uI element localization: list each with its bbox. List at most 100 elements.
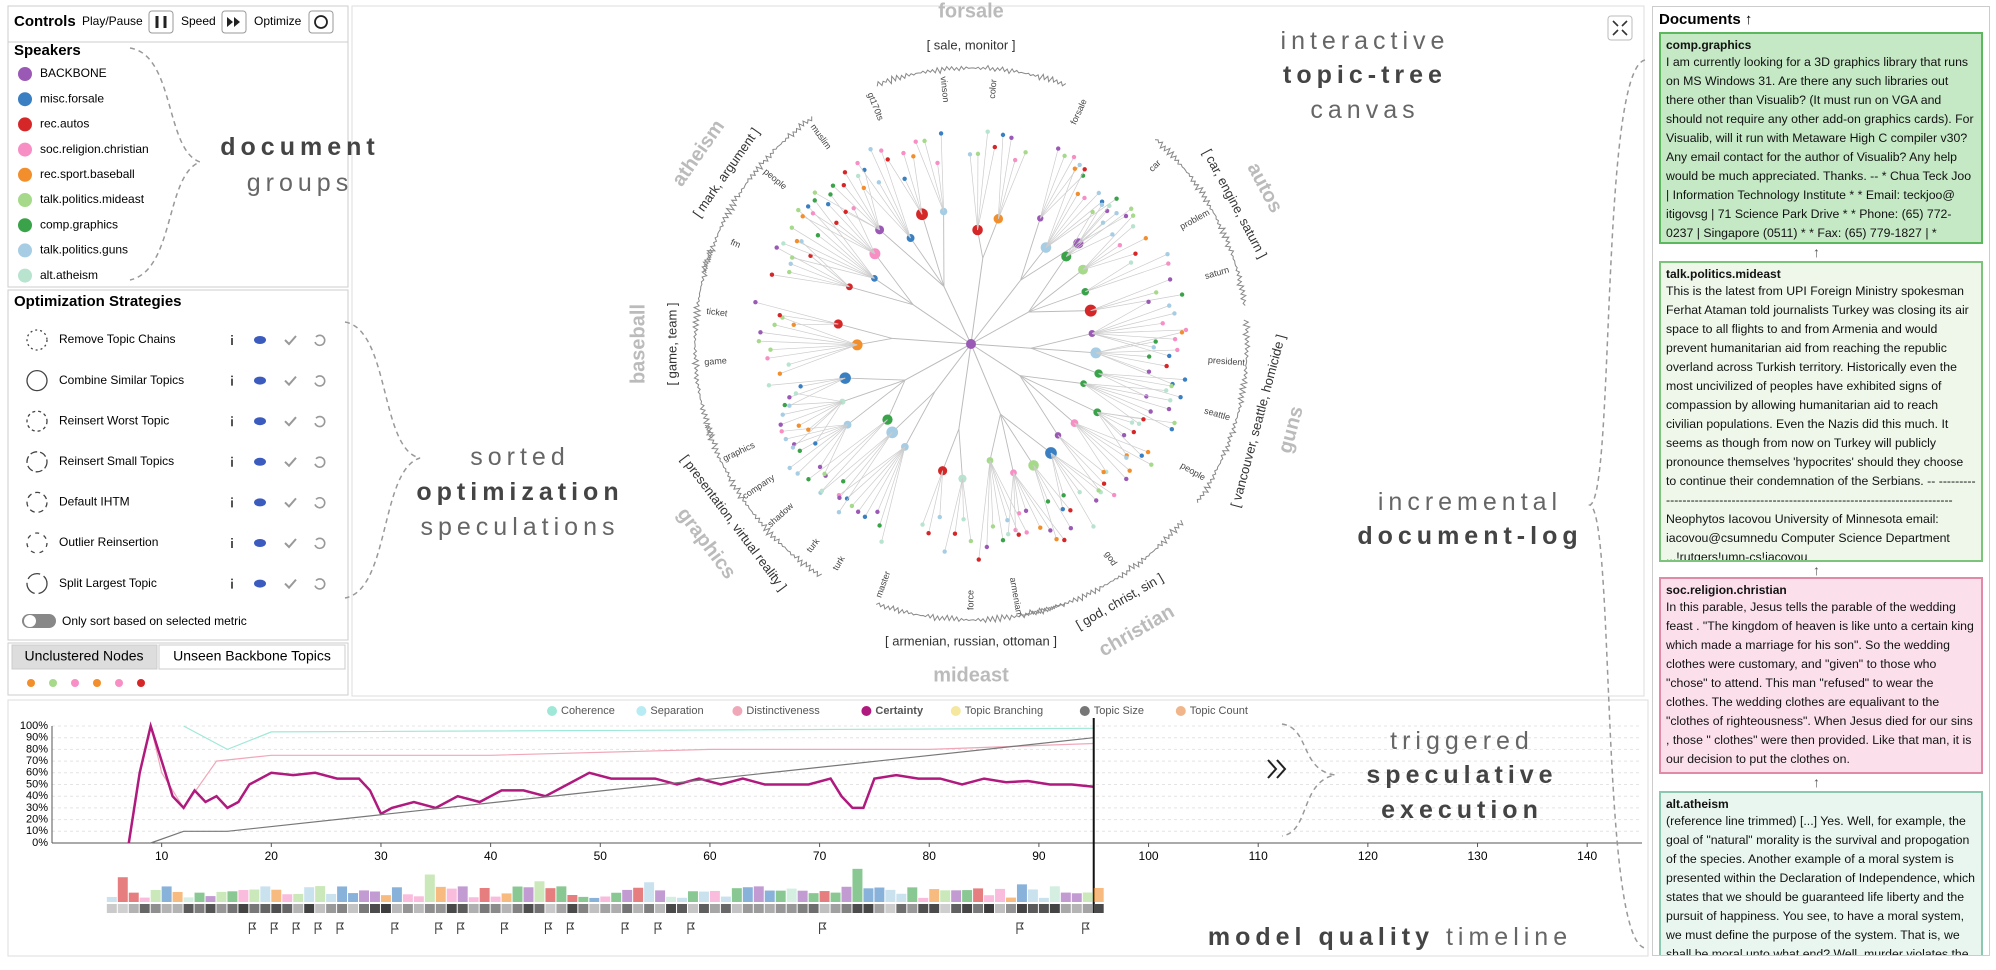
document-node[interactable] <box>1133 251 1138 256</box>
eye-icon[interactable] <box>254 417 266 426</box>
document-node[interactable] <box>810 211 816 216</box>
document-node[interactable] <box>968 538 974 544</box>
document-node[interactable] <box>1082 195 1087 201</box>
document-node[interactable] <box>938 131 944 136</box>
legend-swatch[interactable] <box>732 706 743 716</box>
document-node[interactable] <box>837 495 842 501</box>
document-node[interactable] <box>1005 518 1010 523</box>
topic-name[interactable]: mideast <box>933 664 1009 686</box>
document-node[interactable] <box>1172 420 1177 426</box>
document-node[interactable] <box>765 356 770 361</box>
document-node[interactable] <box>1101 481 1107 486</box>
document-node[interactable] <box>1016 532 1021 537</box>
document-node[interactable] <box>855 160 860 166</box>
document-node[interactable] <box>1182 377 1188 382</box>
document-node[interactable] <box>1148 409 1153 414</box>
document-node[interactable] <box>920 522 925 527</box>
document-node[interactable] <box>1005 531 1011 537</box>
document-node[interactable] <box>1090 209 1095 215</box>
legend-label[interactable]: Coherence <box>561 705 615 717</box>
document-node[interactable] <box>834 220 839 226</box>
legend-swatch[interactable] <box>636 706 647 716</box>
document-node[interactable] <box>828 192 833 197</box>
unclustered-node[interactable] <box>71 679 79 687</box>
check-icon[interactable] <box>284 497 297 508</box>
eye-icon[interactable] <box>254 579 266 588</box>
root-node[interactable] <box>966 339 976 349</box>
document-node[interactable] <box>1153 339 1158 344</box>
document-node[interactable] <box>788 261 793 266</box>
document-node[interactable] <box>819 488 825 494</box>
check-icon[interactable] <box>284 375 297 387</box>
document-node[interactable] <box>777 371 783 376</box>
document-node[interactable] <box>1101 469 1106 475</box>
speaker-swatch[interactable] <box>18 268 32 283</box>
document-node[interactable] <box>1096 190 1102 196</box>
topic-name[interactable]: forsale <box>938 0 1004 22</box>
document-node[interactable] <box>1024 530 1029 535</box>
document-node[interactable] <box>1143 236 1149 241</box>
topic-name[interactable]: baseball <box>627 304 649 384</box>
document-node[interactable] <box>1172 336 1178 342</box>
document-node[interactable] <box>1151 345 1156 350</box>
document-node[interactable] <box>902 176 907 181</box>
document-node[interactable] <box>1128 260 1134 265</box>
play-pause-button[interactable] <box>148 10 174 34</box>
document-node[interactable] <box>1146 299 1151 305</box>
document-card[interactable]: talk.politics.mideast This is the latest … <box>1659 261 1983 562</box>
legend-swatch[interactable] <box>861 706 872 716</box>
document-node[interactable] <box>862 167 867 173</box>
unclustered-node[interactable] <box>93 679 101 687</box>
document-node[interactable] <box>1172 311 1177 316</box>
undo-icon[interactable] <box>314 578 326 590</box>
document-node[interactable] <box>1048 528 1053 533</box>
document-node[interactable] <box>817 464 823 470</box>
document-node[interactable] <box>875 509 880 515</box>
document-node[interactable] <box>1164 363 1169 369</box>
document-node[interactable] <box>926 531 931 536</box>
document-node[interactable] <box>786 362 791 367</box>
check-icon[interactable] <box>284 457 297 468</box>
document-node[interactable] <box>787 403 792 408</box>
tab-active[interactable] <box>11 644 158 670</box>
document-node[interactable] <box>885 157 890 162</box>
document-node[interactable] <box>782 402 787 408</box>
document-node[interactable] <box>1183 327 1189 333</box>
document-node[interactable] <box>1167 353 1172 359</box>
document-node[interactable] <box>796 207 801 213</box>
document-node[interactable] <box>992 144 998 150</box>
document-node[interactable] <box>1012 157 1018 163</box>
document-node[interactable] <box>822 471 827 477</box>
document-node[interactable] <box>922 138 927 144</box>
document-node[interactable] <box>1169 427 1175 432</box>
speaker-swatch[interactable] <box>18 142 32 157</box>
document-node[interactable] <box>1075 191 1081 197</box>
document-card[interactable]: comp.graphics I am currently looking for … <box>1659 32 1983 244</box>
document-node[interactable] <box>855 173 861 179</box>
document-node[interactable] <box>1071 154 1077 160</box>
document-card[interactable]: alt.atheism (reference line trimmed) [...… <box>1659 791 1983 955</box>
legend-label[interactable]: Certainty <box>875 705 924 717</box>
undo-icon[interactable] <box>314 537 326 550</box>
legend-swatch[interactable] <box>1175 706 1186 716</box>
document-node[interactable] <box>849 503 855 509</box>
document-node[interactable] <box>967 152 973 157</box>
document-node[interactable] <box>1179 292 1185 297</box>
document-node[interactable] <box>1045 499 1051 504</box>
document-node[interactable] <box>1110 232 1115 237</box>
document-node[interactable] <box>862 514 868 520</box>
document-node[interactable] <box>861 185 867 191</box>
document-node[interactable] <box>985 129 990 134</box>
document-node[interactable] <box>1107 203 1112 209</box>
document-node[interactable] <box>805 204 811 209</box>
document-node[interactable] <box>791 322 796 328</box>
document-node[interactable] <box>790 445 796 450</box>
document-node[interactable] <box>1062 537 1067 543</box>
document-node[interactable] <box>1168 398 1173 403</box>
eye-icon[interactable] <box>254 539 266 547</box>
document-node[interactable] <box>877 523 882 528</box>
document-node[interactable] <box>1038 525 1043 530</box>
document-node[interactable] <box>796 423 802 428</box>
document-node[interactable] <box>1100 220 1106 225</box>
document-node[interactable] <box>976 557 981 562</box>
